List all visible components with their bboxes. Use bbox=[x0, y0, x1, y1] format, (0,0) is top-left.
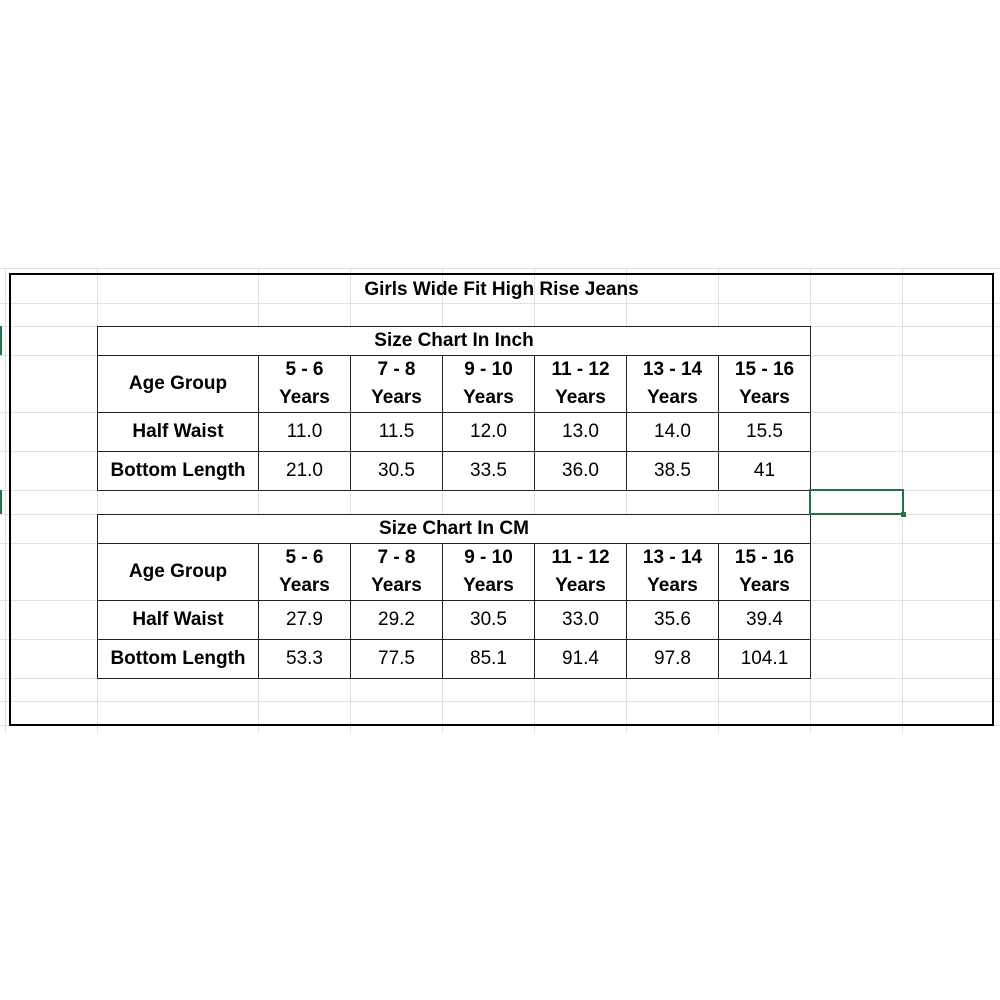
measurement-cell: 12.0 bbox=[442, 412, 535, 452]
measurement-cell: 38.5 bbox=[626, 451, 719, 491]
column-gridline bbox=[350, 268, 351, 733]
sheet-title: Girls Wide Fit High Rise Jeans bbox=[364, 279, 639, 300]
measurement-cell: 104.1 bbox=[718, 639, 811, 679]
measurement-cell: 97.8 bbox=[626, 639, 719, 679]
measurement-cell: 77.5 bbox=[350, 639, 443, 679]
measurement-cell: 14.0 bbox=[626, 412, 719, 452]
measurement-cell: 13.0 bbox=[534, 412, 627, 452]
measurement-cell: 53.3 bbox=[258, 639, 351, 679]
measurement-cell: 11.0 bbox=[258, 412, 351, 452]
size-chart-inch-table: Size Chart In Inch Age Group 5 - 6 Years 7 -… bbox=[97, 326, 811, 491]
measurement-cell: 27.9 bbox=[258, 600, 351, 640]
age-column-header: 5 - 6 Years bbox=[258, 355, 351, 413]
age-column-header: 7 - 8 Years bbox=[350, 355, 443, 413]
table-row: Half Waist 27.9 29.2 30.5 33.0 35.6 39.4 bbox=[97, 600, 811, 640]
age-column-header: 15 - 16 Years bbox=[718, 543, 811, 601]
column-gridline bbox=[626, 268, 627, 733]
measurement-cell: 39.4 bbox=[718, 600, 811, 640]
table-row: Bottom Length 53.3 77.5 85.1 91.4 97.8 104.1 bbox=[97, 639, 811, 679]
size-chart-cm-table: Size Chart In CM Age Group 5 - 6 Years 7 - 8… bbox=[97, 514, 811, 679]
age-column-header: 9 - 10 Years bbox=[442, 355, 535, 413]
row-gridline bbox=[0, 303, 1000, 304]
selected-cell[interactable] bbox=[809, 489, 906, 517]
measurement-cell: 11.5 bbox=[350, 412, 443, 452]
age-column-header: 9 - 10 Years bbox=[442, 543, 535, 601]
measurement-cell: 29.2 bbox=[350, 600, 443, 640]
age-column-header: 15 - 16 Years bbox=[718, 355, 811, 413]
measurement-cell: 30.5 bbox=[442, 600, 535, 640]
row-header-highlight bbox=[0, 490, 2, 514]
row-label: Bottom Length bbox=[97, 451, 259, 491]
row-header-cell: Age Group bbox=[97, 355, 259, 413]
row-label: Bottom Length bbox=[97, 639, 259, 679]
row-label: Half Waist bbox=[97, 412, 259, 452]
age-column-header: 13 - 14 Years bbox=[626, 355, 719, 413]
row-label: Half Waist bbox=[97, 600, 259, 640]
column-gridline bbox=[97, 268, 98, 733]
chart-border bbox=[9, 273, 994, 726]
column-gridline bbox=[534, 268, 535, 733]
table-caption: Size Chart In Inch bbox=[97, 326, 811, 356]
age-column-header: 7 - 8 Years bbox=[350, 543, 443, 601]
measurement-cell: 33.5 bbox=[442, 451, 535, 491]
table-row: Bottom Length 21.0 30.5 33.5 36.0 38.5 41 bbox=[97, 451, 811, 491]
age-column-header: 11 - 12 Years bbox=[534, 543, 627, 601]
measurement-cell: 36.0 bbox=[534, 451, 627, 491]
age-column-header: 5 - 6 Years bbox=[258, 543, 351, 601]
measurement-cell: 41 bbox=[718, 451, 811, 491]
age-column-header: 11 - 12 Years bbox=[534, 355, 627, 413]
row-gridline bbox=[0, 701, 1000, 702]
column-gridline bbox=[5, 268, 6, 733]
measurement-cell: 91.4 bbox=[534, 639, 627, 679]
column-gridline bbox=[258, 268, 259, 733]
row-header-highlight bbox=[0, 326, 2, 355]
measurement-cell: 35.6 bbox=[626, 600, 719, 640]
row-gridline bbox=[0, 268, 1000, 269]
table-row: Half Waist 11.0 11.5 12.0 13.0 14.0 15.5 bbox=[97, 412, 811, 452]
age-column-header: 13 - 14 Years bbox=[626, 543, 719, 601]
row-header-cell: Age Group bbox=[97, 543, 259, 601]
table-caption: Size Chart In CM bbox=[97, 514, 811, 544]
measurement-cell: 30.5 bbox=[350, 451, 443, 491]
measurement-cell: 85.1 bbox=[442, 639, 535, 679]
measurement-cell: 33.0 bbox=[534, 600, 627, 640]
measurement-cell: 15.5 bbox=[718, 412, 811, 452]
column-gridline bbox=[718, 268, 719, 733]
column-gridline bbox=[442, 268, 443, 733]
measurement-cell: 21.0 bbox=[258, 451, 351, 491]
